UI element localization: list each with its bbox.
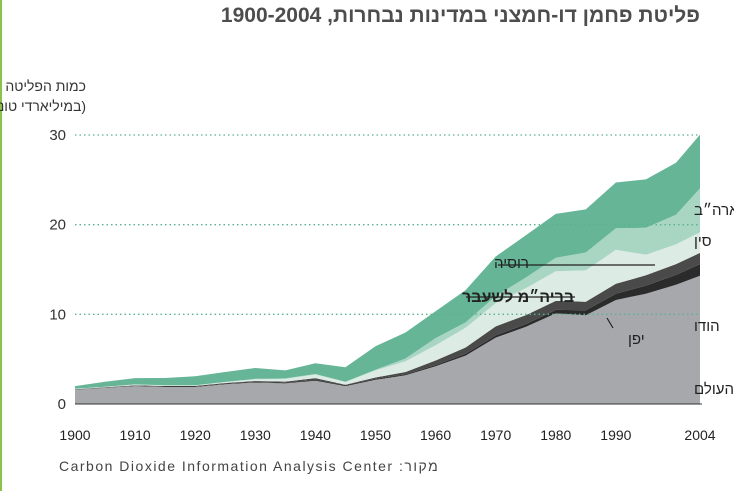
series-label-5: סין [694,233,712,250]
x-tick-label-9: 1990 [600,427,631,443]
x-tick-label-7: 1970 [480,427,511,443]
y-axis-ticks: 0 10 20 30 [49,127,66,413]
y-tick-label-2: 20 [49,217,66,234]
leader-line-japan [606,317,614,329]
source-label: מקור: [398,458,440,474]
x-tick-label-8: 1980 [540,427,571,443]
y-axis-title-line1: כמות הפליטה [5,78,86,94]
series-label-6: ארה״ב [694,202,734,219]
source-text: Carbon Dioxide Information Analysis Cent… [59,458,394,474]
x-tick-label-1: 1910 [120,427,151,443]
series-label-4: רוסיה [494,255,529,272]
x-tick-label-6: 1960 [420,427,451,443]
x-tick-label-5: 1950 [360,427,391,443]
y-tick-label-1: 10 [49,306,66,323]
y-tick-label-3: 30 [49,127,66,144]
y-axis-title-line2: (במיליארדי טונות) [0,98,86,114]
x-axis-ticks: 1900 1910 1920 1930 1940 1950 1960 1970 1980 1990… [59,427,715,443]
x-tick-label-10: 2004 [684,427,715,443]
series-label-2: יפן [628,331,645,348]
x-tick-label-3: 1930 [240,427,271,443]
y-tick-label-0: 0 [58,396,66,413]
x-tick-label-0: 1900 [59,427,90,443]
chart-title: פליטת פחמן דו-חמצני במדינות נבחרות, 1900… [220,4,700,27]
series-label-0: שאר העולם [694,381,734,398]
series-label-1: הודו [694,318,720,335]
x-tick-label-2: 1920 [180,427,211,443]
x-tick-label-4: 1940 [300,427,331,443]
frame-border [0,0,2,491]
area-series-0 [75,275,700,404]
gridlines [75,134,700,315]
stacked-areas [75,134,700,404]
source-note: Carbon Dioxide Information Analysis Cent… [59,458,439,474]
